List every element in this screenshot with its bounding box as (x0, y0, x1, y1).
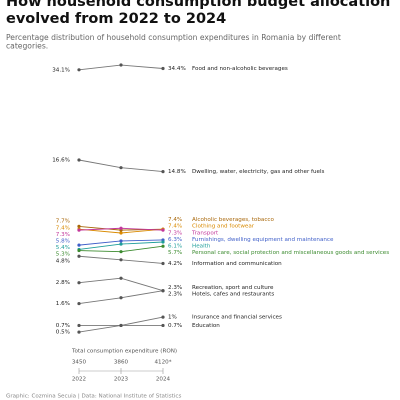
value-label: 7.3% (56, 232, 70, 238)
point (77, 323, 81, 328)
value-label: 14.8% (168, 169, 186, 175)
total-label: 3450 (72, 360, 87, 366)
value-label: 5.4% (56, 245, 70, 251)
axis-title: Total consumption expenditure (RON) (71, 349, 177, 355)
point (77, 68, 81, 72)
value-label: 1% (168, 315, 177, 321)
point (161, 323, 165, 328)
value-label: 0.7% (168, 323, 182, 329)
value-label: 0.5% (56, 330, 70, 336)
point (119, 323, 123, 328)
series-name: Dwelling, water, electricity, gas and ot… (192, 169, 325, 175)
value-label: 34.4% (168, 66, 186, 72)
point (77, 228, 81, 232)
series-name: Personal care, social protection and mis… (192, 250, 389, 256)
point (161, 240, 165, 244)
series-name: Food and non-alcoholic beverages (192, 66, 288, 72)
value-label: 7.3% (168, 230, 182, 236)
point (161, 289, 165, 293)
series-name: Information and communication (192, 261, 282, 267)
point (161, 261, 165, 266)
point (119, 296, 123, 300)
total-label: 3860 (114, 360, 129, 366)
series-name: Alcoholic beverages, tobacco (192, 217, 274, 223)
point (77, 248, 81, 253)
value-label: 2.3% (168, 292, 182, 298)
series-name: Health (192, 244, 211, 250)
point (119, 242, 123, 246)
value-label: 16.6% (52, 158, 70, 164)
point (119, 226, 123, 230)
value-label: 5.8% (56, 239, 70, 245)
point (119, 63, 123, 67)
x-tick-label: 2023 (114, 377, 129, 383)
value-label: 6.3% (168, 237, 182, 243)
value-label: 6.1% (168, 244, 182, 250)
point (77, 224, 81, 229)
chart-title: evolved from 2022 to 2024 (6, 11, 226, 27)
total-label: 4120* (154, 360, 171, 366)
value-label: 7.4% (168, 217, 182, 223)
point (77, 301, 81, 306)
value-label: 4.8% (56, 258, 70, 264)
slope-line (78, 159, 164, 173)
value-label: 5.7% (168, 250, 182, 256)
series-name: Hotels, cafes and restaurants (192, 292, 274, 298)
point (119, 231, 123, 235)
value-label: 1.6% (56, 301, 70, 307)
point (161, 66, 165, 71)
value-label: 34.1% (52, 67, 70, 73)
point (161, 315, 165, 319)
point (119, 250, 123, 254)
chart-subtitle: Percentage distribution of household con… (6, 33, 341, 51)
series-name: Furnishings, dwelling equipment and main… (192, 237, 334, 243)
value-label: 5.3% (56, 252, 70, 258)
point (77, 281, 81, 285)
point (161, 244, 165, 248)
x-tick-label: 2022 (72, 377, 86, 383)
footer: Graphic: Cozmina Secuia | Data: National… (6, 394, 181, 400)
point (119, 258, 123, 262)
point (161, 170, 165, 174)
series-name: Clothing and footwear (192, 224, 255, 230)
value-label: 7.4% (168, 224, 182, 230)
point (119, 239, 123, 243)
point (119, 166, 123, 170)
point (77, 254, 81, 258)
value-label: 2.8% (56, 280, 70, 286)
value-label: 7.4% (56, 225, 70, 231)
slope-line (78, 277, 164, 292)
point (161, 228, 165, 232)
value-label: 0.7% (56, 323, 70, 329)
series-name: Transport (191, 230, 219, 236)
point (119, 276, 123, 280)
point (77, 243, 81, 247)
value-label: 7.7% (56, 219, 70, 225)
chart-title: How household consumption budget allocat… (6, 0, 390, 10)
point (77, 158, 81, 162)
x-tick-label: 2024 (156, 377, 171, 383)
series-name: Insurance and financial services (192, 315, 282, 321)
value-label: 2.3% (168, 285, 182, 291)
value-label: 4.2% (168, 261, 182, 267)
series-name: Education (192, 323, 220, 329)
chart-title-line: How household consumption budget allocat… (6, 0, 390, 27)
point (77, 330, 81, 334)
series-name: Recreation, sport and culture (192, 285, 274, 291)
